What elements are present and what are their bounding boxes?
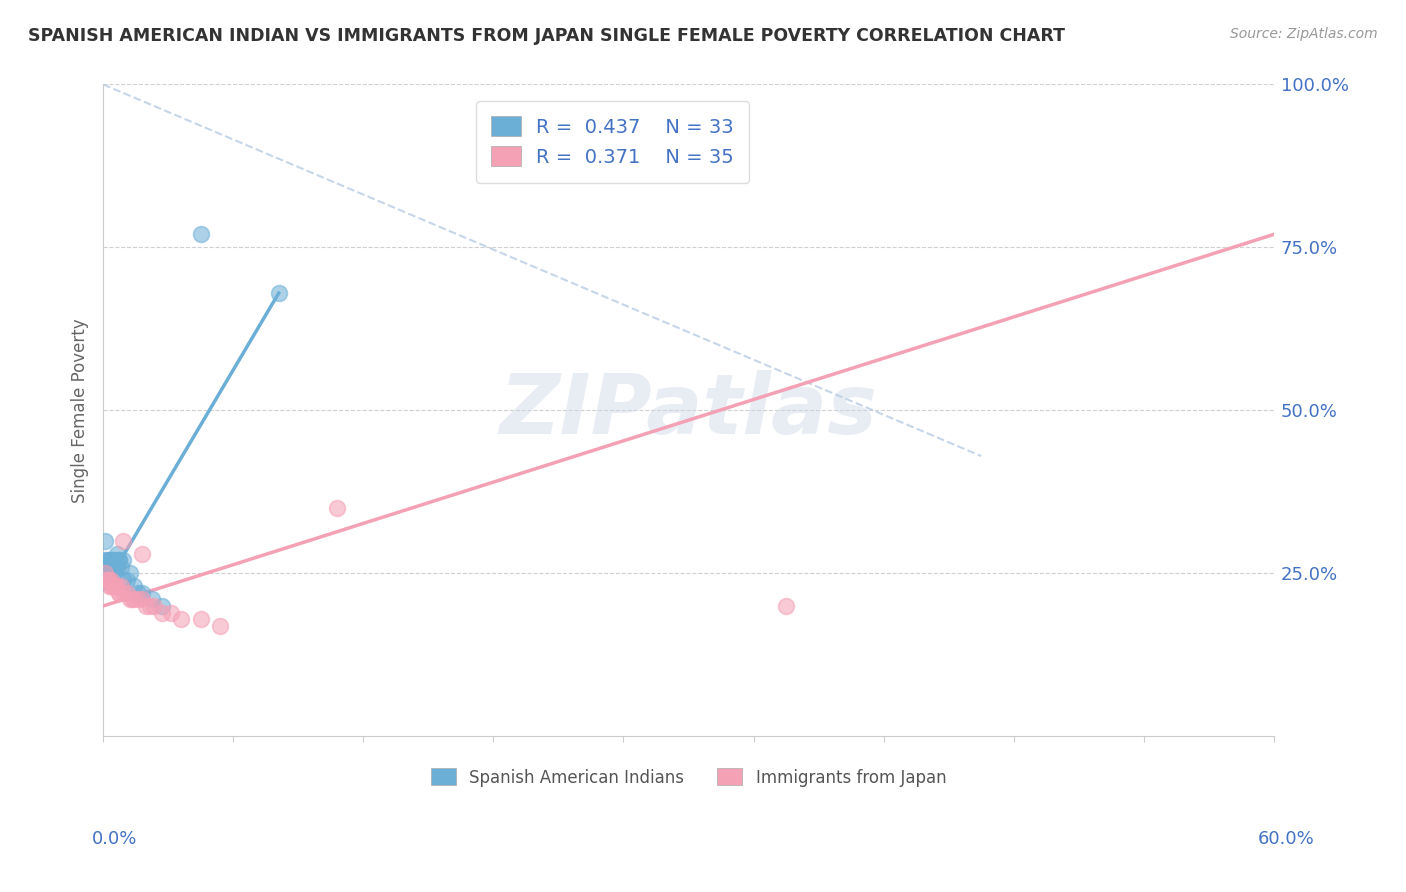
- Point: [104, 579, 127, 593]
- Point: [96, 573, 118, 587]
- Point: [94, 553, 117, 567]
- Text: SPANISH AMERICAN INDIAN VS IMMIGRANTS FROM JAPAN SINGLE FEMALE POVERTY CORRELATI: SPANISH AMERICAN INDIAN VS IMMIGRANTS FR…: [28, 27, 1066, 45]
- Point: [94, 566, 117, 581]
- Point: [105, 579, 128, 593]
- Point: [135, 599, 157, 613]
- Point: [142, 599, 165, 613]
- Point: [124, 592, 146, 607]
- Point: [101, 553, 124, 567]
- Point: [115, 573, 138, 587]
- Point: [104, 560, 127, 574]
- Point: [96, 553, 118, 567]
- Point: [131, 547, 153, 561]
- Point: [326, 501, 349, 516]
- Point: [98, 566, 121, 581]
- Point: [120, 566, 142, 581]
- Point: [131, 586, 153, 600]
- Point: [139, 599, 162, 613]
- Point: [150, 599, 173, 613]
- Point: [96, 566, 118, 581]
- Point: [110, 560, 132, 574]
- Point: [104, 553, 127, 567]
- Point: [111, 533, 134, 548]
- Point: [98, 560, 121, 574]
- Point: [94, 560, 117, 574]
- Point: [101, 560, 124, 574]
- Point: [101, 566, 124, 581]
- Point: [127, 592, 149, 607]
- Text: 60.0%: 60.0%: [1258, 830, 1315, 847]
- Point: [775, 599, 797, 613]
- Point: [209, 618, 232, 632]
- Point: [101, 579, 124, 593]
- Text: 0.0%: 0.0%: [91, 830, 136, 847]
- Point: [101, 579, 124, 593]
- Point: [115, 586, 138, 600]
- Point: [98, 553, 121, 567]
- Point: [98, 579, 121, 593]
- Text: ZIPatlas: ZIPatlas: [499, 370, 877, 450]
- Point: [96, 573, 118, 587]
- Text: Source: ZipAtlas.com: Source: ZipAtlas.com: [1230, 27, 1378, 41]
- Point: [107, 553, 129, 567]
- Point: [160, 606, 183, 620]
- Point: [141, 592, 163, 607]
- Point: [107, 586, 129, 600]
- Point: [105, 560, 128, 574]
- Point: [124, 579, 146, 593]
- Point: [100, 579, 122, 593]
- Point: [131, 592, 153, 607]
- Y-axis label: Single Female Poverty: Single Female Poverty: [72, 318, 89, 503]
- Point: [150, 606, 173, 620]
- Point: [170, 612, 193, 626]
- Point: [96, 560, 118, 574]
- Legend: Spanish American Indians, Immigrants from Japan: Spanish American Indians, Immigrants fro…: [425, 762, 953, 793]
- Point: [190, 612, 212, 626]
- Point: [104, 579, 127, 593]
- Point: [105, 547, 128, 561]
- Point: [98, 573, 121, 587]
- Point: [94, 566, 117, 581]
- Point: [100, 553, 122, 567]
- Point: [111, 573, 134, 587]
- Point: [121, 592, 143, 607]
- Point: [111, 553, 134, 567]
- Point: [127, 586, 149, 600]
- Point: [100, 553, 122, 567]
- Point: [190, 227, 212, 242]
- Point: [120, 592, 142, 607]
- Point: [111, 586, 134, 600]
- Point: [267, 286, 290, 301]
- Point: [94, 533, 117, 548]
- Point: [107, 553, 129, 567]
- Point: [107, 586, 129, 600]
- Point: [110, 579, 132, 593]
- Point: [100, 573, 122, 587]
